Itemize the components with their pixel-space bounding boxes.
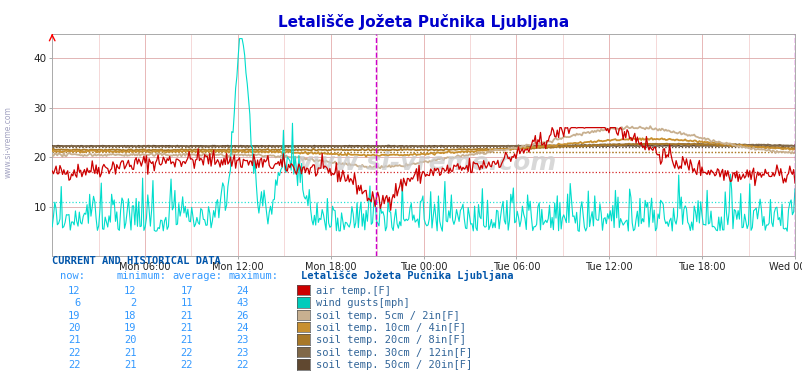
- Text: 20: 20: [67, 323, 80, 333]
- Text: now:: now:: [60, 271, 85, 280]
- Text: minimum:: minimum:: [116, 271, 166, 280]
- Text: www.si-vreme.com: www.si-vreme.com: [290, 151, 557, 175]
- Text: soil temp. 30cm / 12in[F]: soil temp. 30cm / 12in[F]: [316, 348, 472, 358]
- Text: soil temp. 50cm / 20in[F]: soil temp. 50cm / 20in[F]: [316, 361, 472, 370]
- Text: 6: 6: [74, 298, 80, 308]
- Text: 23: 23: [236, 335, 249, 346]
- Text: 21: 21: [124, 348, 136, 358]
- Text: 23: 23: [236, 348, 249, 358]
- Text: CURRENT AND HISTORICAL DATA: CURRENT AND HISTORICAL DATA: [52, 256, 221, 266]
- Text: soil temp. 10cm / 4in[F]: soil temp. 10cm / 4in[F]: [316, 323, 466, 333]
- Text: 20: 20: [124, 335, 136, 346]
- Text: 22: 22: [67, 348, 80, 358]
- Text: soil temp. 20cm / 8in[F]: soil temp. 20cm / 8in[F]: [316, 335, 466, 346]
- Text: 22: 22: [180, 348, 192, 358]
- Text: 21: 21: [180, 310, 192, 321]
- Text: 2: 2: [130, 298, 136, 308]
- Text: air temp.[F]: air temp.[F]: [316, 286, 391, 295]
- Text: 24: 24: [236, 323, 249, 333]
- Text: www.si-vreme.com: www.si-vreme.com: [4, 106, 13, 178]
- Text: average:: average:: [172, 271, 222, 280]
- Title: Letališče Jožeta Pučnika Ljubljana: Letališče Jožeta Pučnika Ljubljana: [277, 14, 569, 30]
- Text: 19: 19: [124, 323, 136, 333]
- Text: 12: 12: [67, 286, 80, 295]
- Text: 22: 22: [236, 361, 249, 370]
- Text: Letališče Jožeta Pučnika Ljubljana: Letališče Jožeta Pučnika Ljubljana: [301, 270, 513, 280]
- Text: 24: 24: [236, 286, 249, 295]
- Text: maximum:: maximum:: [229, 271, 278, 280]
- Text: 18: 18: [124, 310, 136, 321]
- Text: 26: 26: [236, 310, 249, 321]
- Text: 19: 19: [67, 310, 80, 321]
- Text: 11: 11: [180, 298, 192, 308]
- Text: 17: 17: [180, 286, 192, 295]
- Text: 21: 21: [67, 335, 80, 346]
- Text: 21: 21: [180, 323, 192, 333]
- Text: 12: 12: [124, 286, 136, 295]
- Text: 22: 22: [67, 361, 80, 370]
- Text: wind gusts[mph]: wind gusts[mph]: [316, 298, 410, 308]
- Text: soil temp. 5cm / 2in[F]: soil temp. 5cm / 2in[F]: [316, 310, 460, 321]
- Text: 21: 21: [124, 361, 136, 370]
- Text: 21: 21: [180, 335, 192, 346]
- Text: 43: 43: [236, 298, 249, 308]
- Text: 22: 22: [180, 361, 192, 370]
